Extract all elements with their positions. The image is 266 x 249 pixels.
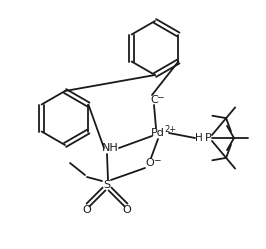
Text: 2+: 2+: [164, 124, 176, 133]
Text: S: S: [103, 180, 111, 190]
Text: −: −: [156, 92, 164, 102]
Text: P: P: [205, 133, 211, 143]
Text: O: O: [83, 205, 92, 215]
Text: Pd: Pd: [151, 128, 165, 138]
Text: C: C: [150, 95, 158, 105]
Text: H: H: [195, 133, 203, 143]
Text: O: O: [123, 205, 131, 215]
Text: NH: NH: [102, 143, 118, 153]
Text: −: −: [153, 155, 161, 165]
Text: O: O: [146, 158, 154, 168]
